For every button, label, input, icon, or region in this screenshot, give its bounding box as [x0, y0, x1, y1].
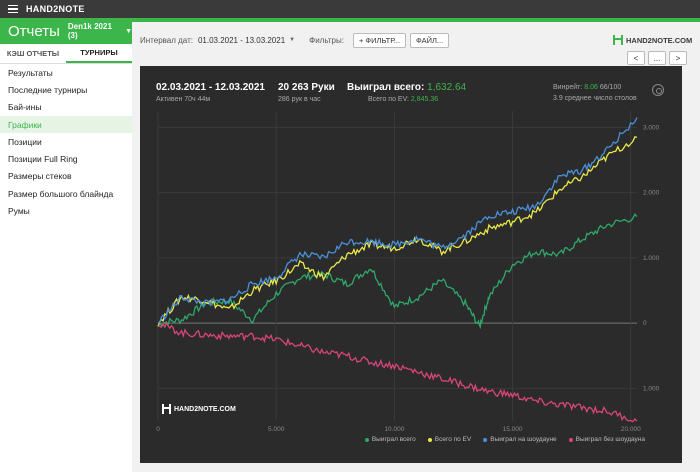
x-tick-label: 15.000: [503, 426, 523, 433]
page-title: Отчеты: [8, 22, 60, 40]
sidebar-item-buyins[interactable]: Бай-ины: [8, 102, 42, 113]
legend-label: Выиграл на шоудауне: [490, 436, 557, 443]
title-bar: HAND2NOTE: [0, 0, 700, 18]
hands-per-hour: 286 рук в час: [278, 96, 321, 103]
app-header: Отчеты Den1k 2021 (3) ▼: [0, 18, 132, 44]
legend-entry[interactable]: Выиграл на шоудауне: [483, 436, 557, 443]
database-selector[interactable]: Den1k 2021 (3): [67, 22, 112, 40]
legend-dot-icon: [427, 437, 432, 442]
brand-logo: HAND2NOTE.COM: [613, 35, 692, 45]
winrate-unit: 66/100: [599, 84, 622, 91]
x-tick-label: 5.000: [268, 426, 285, 433]
ev-total: Всего по EV: 2,845.36: [368, 96, 438, 103]
legend-dot-icon: [483, 437, 488, 442]
chart-navigation: < ... >: [627, 51, 687, 65]
y-tick-label: 3.000: [643, 124, 660, 131]
sidebar-item-positions-full-ring[interactable]: Позиции Full Ring: [8, 154, 78, 165]
next-button[interactable]: >: [669, 51, 687, 65]
menu-icon[interactable]: [8, 4, 18, 14]
y-tick-label: 1.000: [643, 385, 660, 392]
avg-tables: 3.9 среднее число столов: [553, 95, 637, 102]
chart-legend: Выиграл всего Всего по EV Выиграл на шоуда…: [140, 436, 645, 443]
winrate-value: 8.06: [584, 84, 598, 91]
sidebar-item-graphs[interactable]: Графики: [0, 115, 132, 134]
sidebar-item-positions[interactable]: Позиции: [8, 136, 42, 147]
brand-text: HAND2NOTE.COM: [626, 35, 693, 45]
y-tick-label: 2.000: [643, 190, 660, 197]
won-total-value: 1,632.64: [427, 82, 467, 93]
filters-label: Фильтры:: [309, 35, 344, 45]
ev-total-value: 2,845.36: [410, 96, 439, 103]
legend-entry[interactable]: Всего по EV: [427, 436, 472, 443]
chart-watermark-logo: HAND2NOTE.COM: [162, 404, 236, 414]
add-filter-button[interactable]: + ФИЛЬТР...: [352, 32, 407, 48]
report-tabs: КЭШ ОТЧЕТЫ ТУРНИРЫ: [0, 44, 132, 64]
more-button[interactable]: ...: [648, 51, 666, 65]
tab-cash-reports[interactable]: КЭШ ОТЧЕТЫ: [6, 49, 60, 58]
sidebar-item-big-blind-size[interactable]: Размер большого блайнда: [8, 188, 114, 199]
x-tick-label: 10.000: [384, 426, 404, 433]
sidebar-item-results[interactable]: Результаты: [8, 67, 53, 78]
sidebar-item-rooms[interactable]: Румы: [8, 206, 30, 217]
winrate-label: Винрейт:: [553, 84, 583, 91]
legend-dot-icon: [364, 437, 369, 442]
series-line: [157, 213, 638, 330]
chevron-down-icon[interactable]: ▼: [125, 27, 132, 35]
graph-panel: 02.03.2021 - 12.03.2021 Активен 70ч 44м …: [140, 66, 682, 463]
legend-label: Всего по EV: [434, 436, 472, 443]
ev-total-label: Всего по EV:: [368, 96, 409, 103]
series-line: [157, 117, 638, 324]
gear-icon[interactable]: [652, 84, 664, 96]
date-interval-value[interactable]: 01.03.2021 - 13.03.2021: [197, 35, 286, 45]
legend-dot-icon: [568, 437, 573, 442]
filter-toolbar: Интервал дат: 01.03.2021 - 13.03.2021 ▼ …: [140, 31, 450, 49]
prev-button[interactable]: <: [627, 51, 645, 65]
chevron-down-icon[interactable]: ▼: [289, 37, 296, 43]
profit-graph: 1.000 0 1.000 2.000 3.000 0 5.000 10.000 15.000 2…: [156, 111, 660, 433]
legend-entry[interactable]: Выиграл без шоудауна: [568, 436, 645, 443]
legend-label: Выиграл без шоудауна: [575, 436, 645, 443]
won-total-label: Выиграл всего:: [347, 82, 425, 93]
y-tick-label: 1.000: [643, 255, 660, 262]
series-line: [157, 321, 638, 423]
active-time: Активен 70ч 44м: [156, 96, 211, 103]
chart-watermark-text: HAND2NOTE.COM: [174, 405, 236, 413]
date-interval-label: Интервал дат:: [140, 35, 193, 45]
won-total: Выиграл всего: 1,632.64: [347, 82, 466, 93]
x-tick-label: 20.000: [621, 426, 641, 433]
x-tick-label: 0: [156, 426, 160, 433]
logo-icon: [162, 404, 171, 414]
tab-tournaments[interactable]: ТУРНИРЫ: [66, 44, 132, 63]
file-button[interactable]: ФАЙЛ...: [410, 32, 450, 48]
winrate: Винрейт: 8.06 66/100: [553, 84, 621, 91]
sidebar-item-recent-tournaments[interactable]: Последние турниры: [8, 84, 88, 95]
series-line: [157, 136, 638, 327]
date-range: 02.03.2021 - 12.03.2021: [156, 82, 265, 93]
logo-icon: [613, 35, 623, 45]
legend-label: Выиграл всего: [371, 436, 416, 443]
header-accent-bar: [132, 18, 700, 22]
y-tick-label: 0: [643, 320, 647, 327]
sidebar-item-stack-sizes[interactable]: Размеры стеков: [8, 171, 72, 182]
app-name: HAND2NOTE: [26, 4, 85, 14]
hands-count: 20 263 Руки: [278, 82, 335, 93]
sidebar: Результаты Последние турниры Бай-ины Гра…: [0, 64, 132, 472]
legend-entry[interactable]: Выиграл всего: [364, 436, 416, 443]
